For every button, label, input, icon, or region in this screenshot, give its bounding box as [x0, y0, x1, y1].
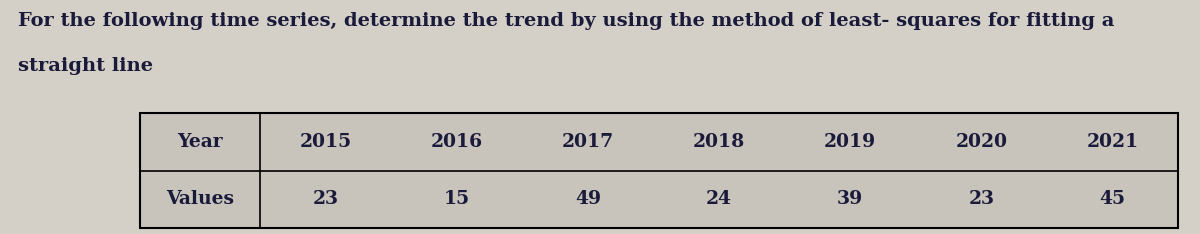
Text: Values: Values	[166, 190, 234, 208]
Text: 24: 24	[706, 190, 732, 208]
Text: straight line: straight line	[18, 57, 154, 75]
Text: 2021: 2021	[1086, 133, 1139, 151]
Text: 2016: 2016	[431, 133, 482, 151]
Text: 23: 23	[312, 190, 338, 208]
Text: 15: 15	[444, 190, 469, 208]
Text: 39: 39	[838, 190, 863, 208]
Text: 2015: 2015	[300, 133, 352, 151]
Text: 23: 23	[968, 190, 995, 208]
Text: 2018: 2018	[692, 133, 745, 151]
Text: 2017: 2017	[562, 133, 614, 151]
Text: For the following time series, determine the trend by using the method of least-: For the following time series, determine…	[18, 12, 1115, 30]
Text: 2020: 2020	[955, 133, 1007, 151]
Text: 45: 45	[1099, 190, 1126, 208]
Text: 2019: 2019	[824, 133, 876, 151]
Text: Year: Year	[178, 133, 223, 151]
Text: 49: 49	[575, 190, 601, 208]
